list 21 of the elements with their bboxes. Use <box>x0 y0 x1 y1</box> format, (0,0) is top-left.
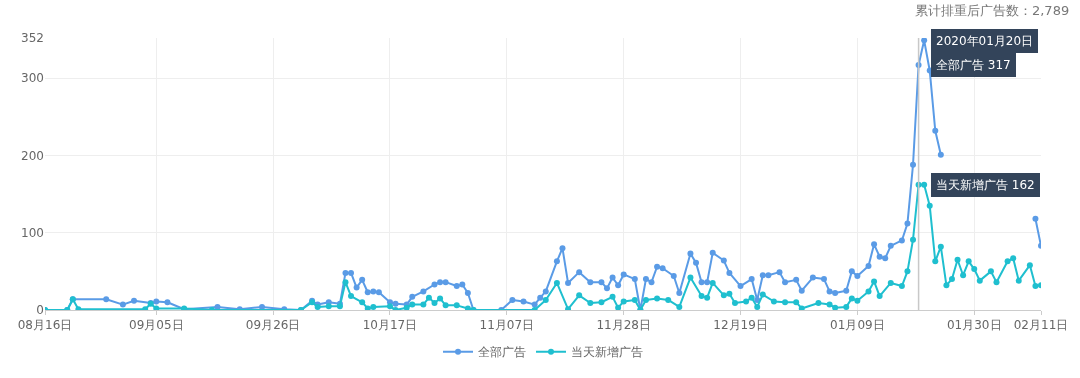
x-tick-label: 01月30日 <box>946 318 1002 333</box>
x-tick-label: 08月16日 <box>17 318 73 333</box>
y-tick-label: 300 <box>21 71 44 86</box>
x-tick-label: 11月07日 <box>479 318 535 333</box>
x-tick-label: 12月19日 <box>713 318 768 333</box>
x-tick-label: 01月09日 <box>830 318 885 333</box>
chart-title: 累计排重后广告数：2,789 <box>914 2 1070 18</box>
x-tick-label: 09月05日 <box>129 318 184 333</box>
x-tick-label: 02月11日 <box>1013 318 1069 333</box>
x-tick-label: 10月17日 <box>362 318 418 333</box>
y-tick-label: 352 <box>21 31 44 46</box>
annotation: 当天新增广告 162 <box>936 178 1035 192</box>
y-tick-label: 100 <box>21 225 44 240</box>
y-tick-label: 200 <box>21 148 44 163</box>
x-tick-label: 09月26日 <box>245 318 301 333</box>
legend-label: 当天新增广告 <box>571 345 643 360</box>
legend-label: 全部广告 <box>478 345 526 360</box>
annotation: 全部广告 317 <box>936 58 1011 72</box>
annotation: 2020年01月20日 <box>936 34 1034 48</box>
x-tick-label: 11月28日 <box>596 318 651 333</box>
y-tick-label: 0 <box>36 303 44 318</box>
